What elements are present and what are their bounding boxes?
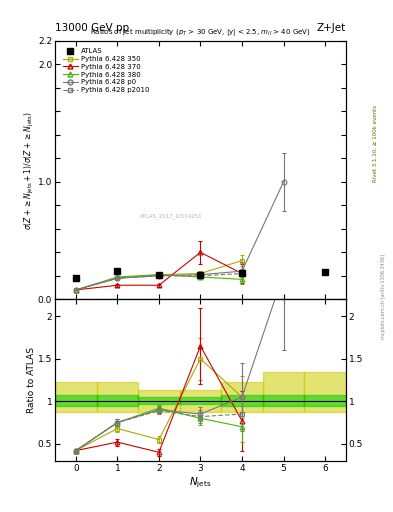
Text: ATLAS_2017_I1514251: ATLAS_2017_I1514251 — [140, 214, 203, 220]
ATLAS — [364, 269, 369, 275]
ATLAS — [323, 269, 327, 275]
ATLAS — [156, 271, 161, 278]
ATLAS — [198, 271, 203, 278]
Y-axis label: $\sigma(Z + {\geq} N_{\rm jets}+1) / \sigma(Z + {\geq} N_{\rm jets})$: $\sigma(Z + {\geq} N_{\rm jets}+1) / \si… — [23, 111, 37, 229]
Text: Rivet 3.1.10, ≥ 100k events: Rivet 3.1.10, ≥ 100k events — [373, 105, 378, 182]
Text: Z+Jet: Z+Jet — [317, 23, 346, 33]
Text: mcplots.cern.ch [arXiv:1306.3436]: mcplots.cern.ch [arXiv:1306.3436] — [381, 254, 386, 339]
X-axis label: $N_{\rm jets}$: $N_{\rm jets}$ — [189, 475, 212, 490]
Text: 13000 GeV pp: 13000 GeV pp — [55, 23, 129, 33]
ATLAS — [73, 275, 78, 281]
Text: Ratios of jet multiplicity ($p_T$ > 30 GeV, |y| < 2.5, $m_{ll}$ > 40 GeV): Ratios of jet multiplicity ($p_T$ > 30 G… — [90, 27, 311, 38]
Line: ATLAS: ATLAS — [73, 268, 369, 281]
Y-axis label: Ratio to ATLAS: Ratio to ATLAS — [28, 347, 37, 413]
ATLAS — [240, 270, 244, 276]
ATLAS — [115, 268, 120, 274]
Legend: ATLAS, Pythia 6.428 350, Pythia 6.428 370, Pythia 6.428 380, Pythia 6.428 p0, Py: ATLAS, Pythia 6.428 350, Pythia 6.428 37… — [61, 47, 151, 95]
